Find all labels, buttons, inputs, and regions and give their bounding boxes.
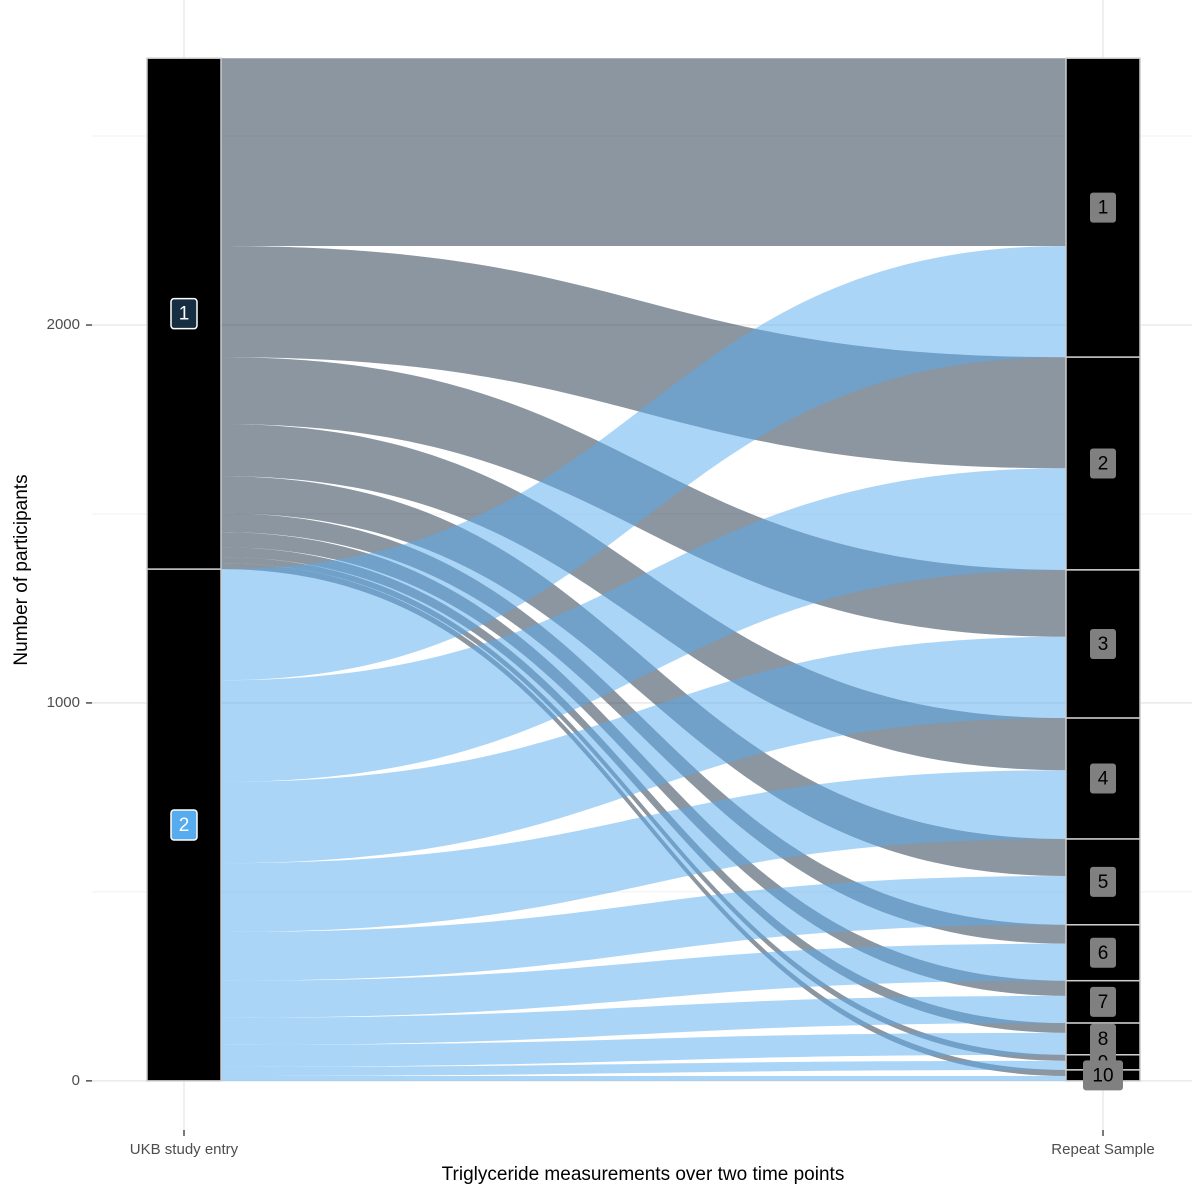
stratum-label-box [1090, 448, 1116, 479]
stratum-label-box [1090, 937, 1116, 968]
stratum-label: 10 [1092, 1065, 1113, 1086]
flow [221, 995, 1066, 1045]
flow [221, 246, 1066, 681]
x-tick-label: UKB study entry [130, 1141, 239, 1158]
stratum-label-box [1090, 986, 1116, 1017]
flow [221, 1032, 1066, 1067]
flow [221, 876, 1066, 981]
stratum-label: 8 [1098, 1029, 1109, 1050]
stratum-label: 7 [1098, 992, 1109, 1013]
stratum-label-box [1090, 192, 1116, 223]
flow [221, 636, 1066, 864]
stratum-label-box [1090, 866, 1116, 897]
flow [221, 770, 1066, 932]
stratum-label-box [1083, 1060, 1123, 1091]
stratum-label-box [1090, 1023, 1116, 1054]
y-tick-label: 0 [72, 1072, 80, 1089]
y-axis-title: Number of participants [11, 474, 32, 665]
stratum-label: 2 [1098, 454, 1109, 475]
stratum-label: 2 [179, 815, 190, 836]
flow [221, 1075, 1066, 1081]
flow [221, 943, 1066, 1018]
x-axis-title: Triglyceride measurements over two time … [442, 1164, 845, 1185]
stratum-label: 6 [1098, 943, 1109, 964]
stratum-label-box [1090, 628, 1116, 659]
stratum-label: 5 [1098, 872, 1109, 893]
flow [221, 468, 1066, 782]
stratum-label: 1 [179, 304, 190, 325]
flow [221, 246, 1066, 469]
stratum-label: 1 [1098, 198, 1109, 219]
flow [221, 58, 1066, 247]
flow [221, 1060, 1066, 1076]
y-tick-label: 2000 [47, 316, 80, 333]
stratum-label: 3 [1098, 634, 1109, 655]
stratum-label-box [1090, 763, 1116, 794]
flow [221, 476, 1066, 877]
stratum-label-box [170, 297, 198, 330]
flow [221, 557, 1066, 1061]
y-tick-label: 1000 [47, 694, 80, 711]
stratum-label-box [170, 809, 198, 841]
x-tick-label: Repeat Sample [1051, 1141, 1154, 1158]
stratum-label: 4 [1098, 769, 1109, 790]
